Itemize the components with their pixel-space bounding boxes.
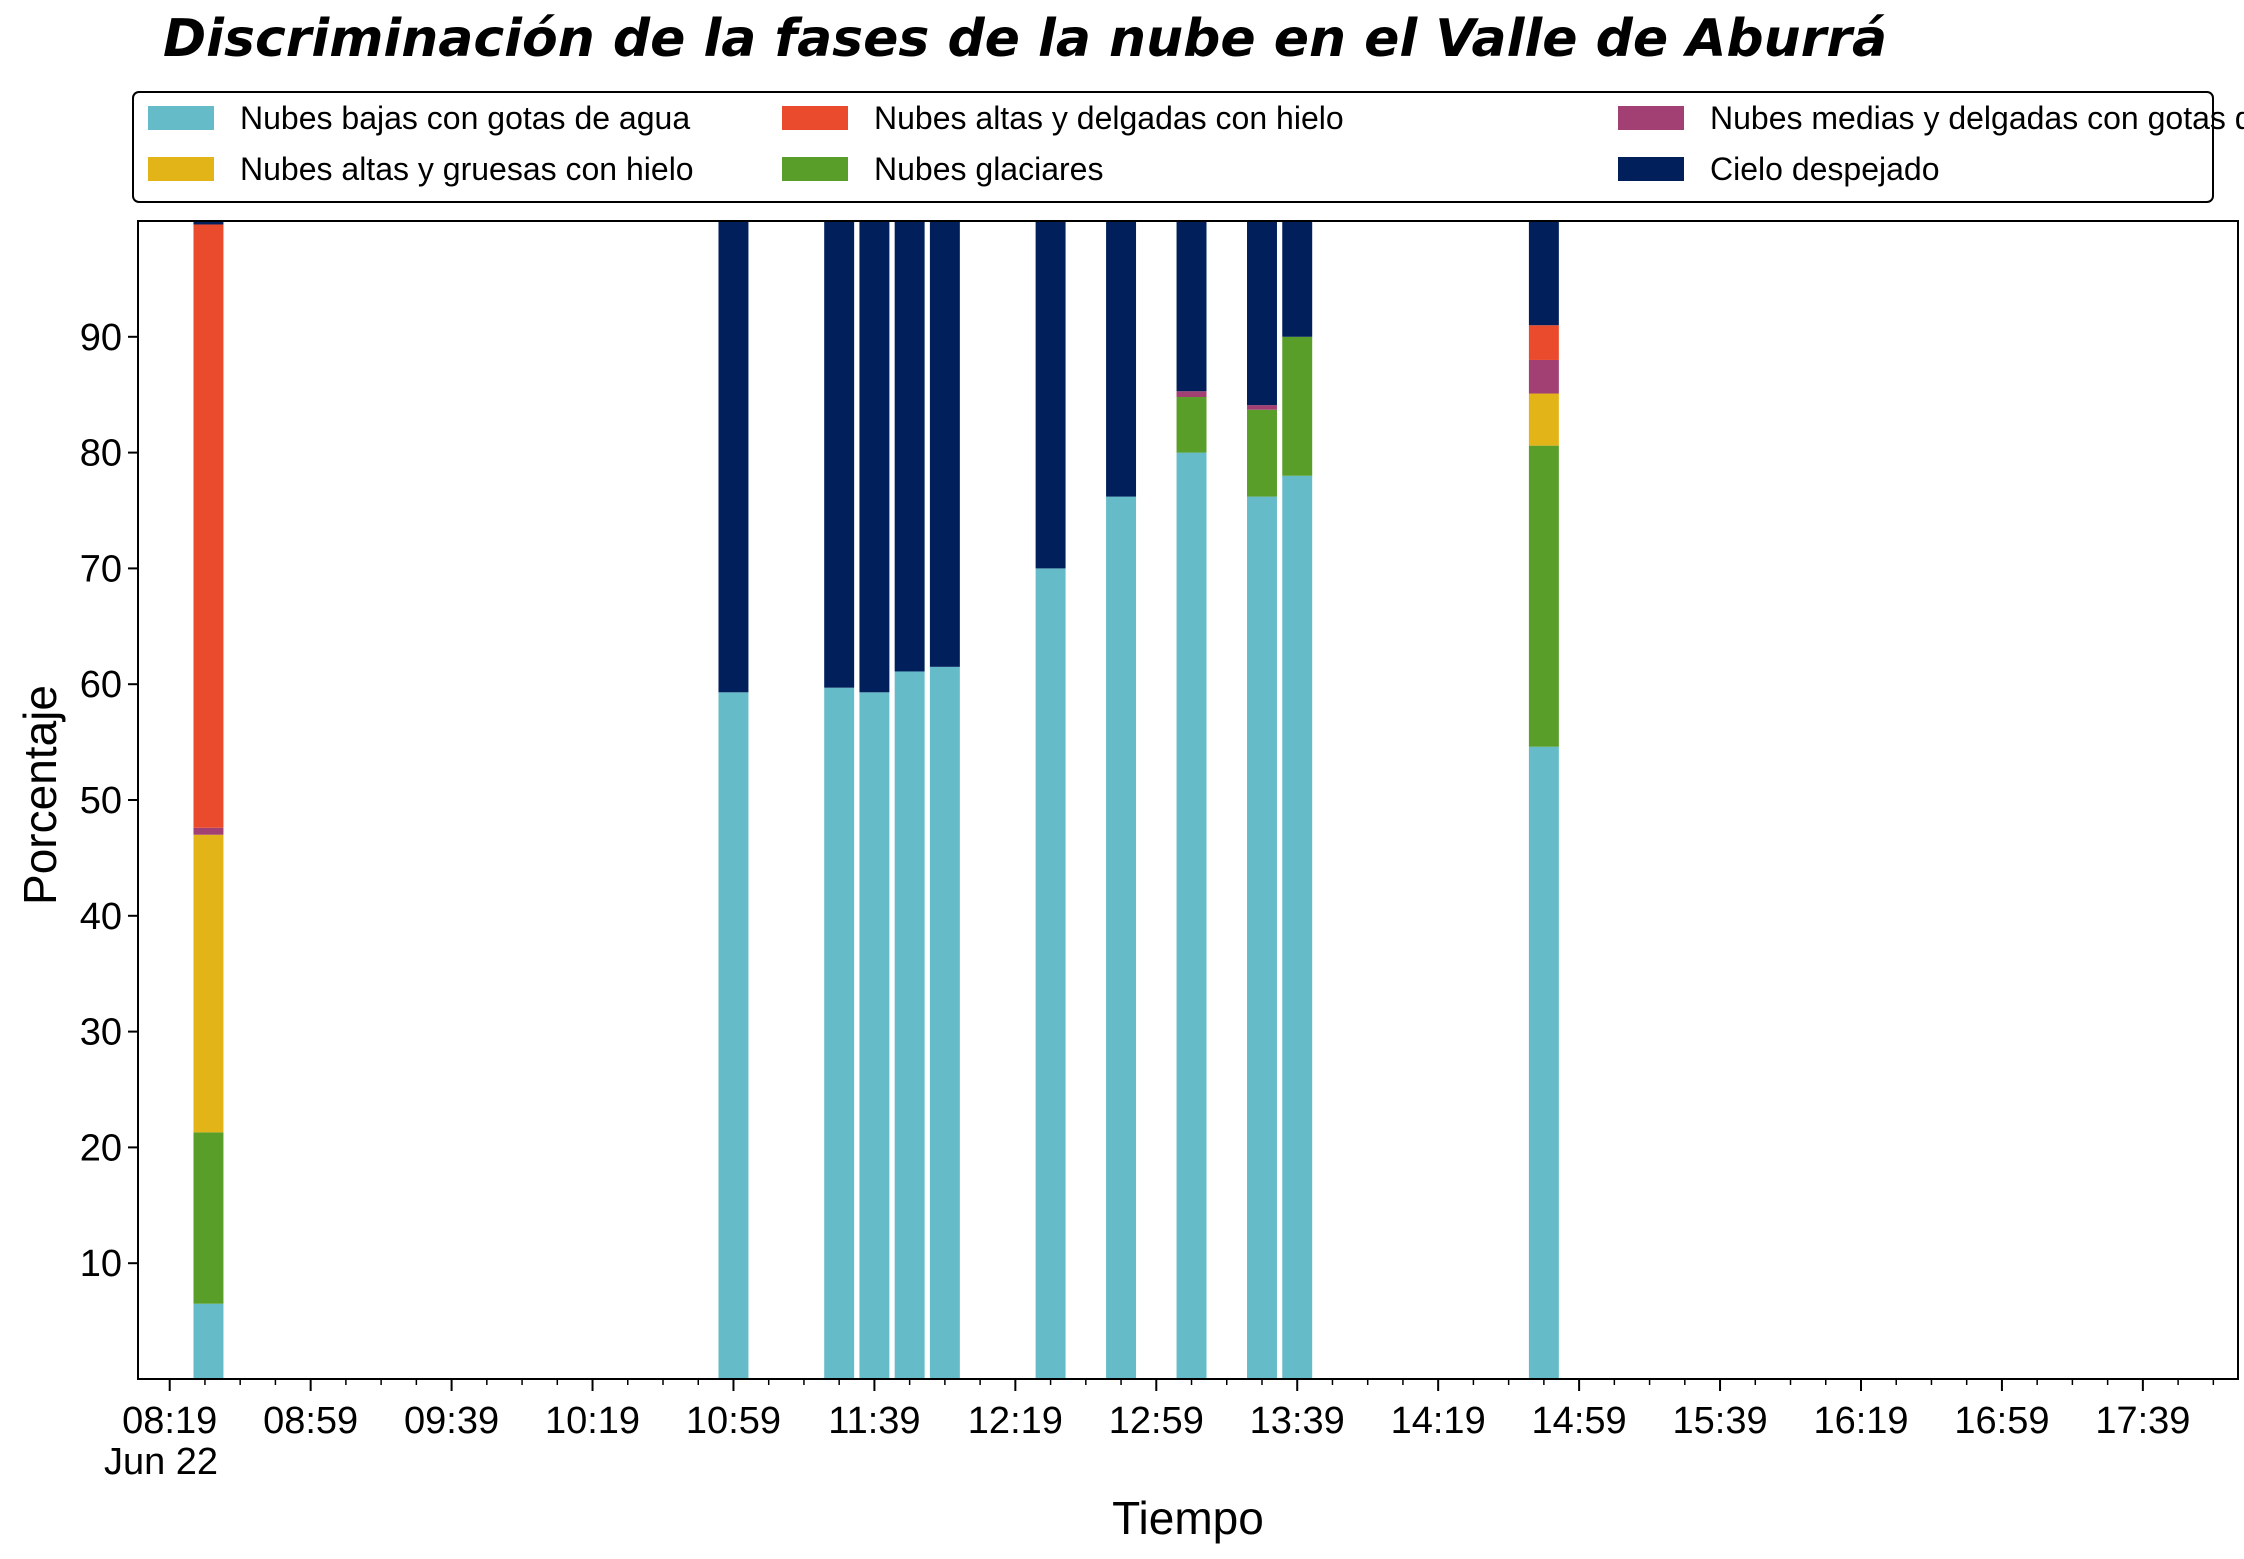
bars-group bbox=[193, 221, 1559, 1380]
legend-swatch bbox=[148, 157, 214, 181]
x-tick-label: 17:39 bbox=[2095, 1400, 2190, 1442]
y-tick-label: 20 bbox=[80, 1127, 122, 1169]
legend-label: Nubes altas y gruesas con hielo bbox=[240, 151, 694, 187]
bar-segment-0830-s3 bbox=[193, 827, 224, 835]
x-tick-label: 08:59 bbox=[263, 1400, 358, 1442]
x-tick-label: 12:19 bbox=[968, 1400, 1063, 1442]
bar-segment-1309-s0 bbox=[1176, 452, 1207, 1380]
bar-segment-0830-s5 bbox=[193, 221, 224, 225]
legend-label: Cielo despejado bbox=[1710, 151, 1940, 187]
legend-label: Nubes glaciares bbox=[874, 151, 1103, 187]
bar-segment-1459-s2 bbox=[1528, 393, 1559, 446]
bar-segment-1139-s0 bbox=[859, 692, 890, 1379]
bar-segment-1159-s0 bbox=[929, 666, 960, 1379]
y-axis-label: Porcentaje bbox=[14, 685, 66, 905]
bar-segment-1059-s5 bbox=[718, 221, 749, 693]
x-tick-label: 14:19 bbox=[1391, 1400, 1486, 1442]
legend-swatch bbox=[782, 157, 848, 181]
x-axis: 08:19 08:59 09:39 10:19 10:59 11:39 12:19 12:59… bbox=[122, 1379, 2215, 1442]
y-tick-label: 80 bbox=[80, 433, 122, 475]
x-tick-label: 14:59 bbox=[1532, 1400, 1627, 1442]
legend-label: Nubes medias y delgadas con gotas de agu… bbox=[1710, 100, 2244, 136]
bar-segment-0830-s4 bbox=[193, 224, 224, 828]
bar-segment-1149-s0 bbox=[894, 671, 925, 1379]
bar-segment-1329-s3 bbox=[1247, 405, 1277, 410]
x-tick-label: 10:59 bbox=[686, 1400, 781, 1442]
x-tick-label: 12:59 bbox=[1109, 1400, 1204, 1442]
x-tick-label: 08:19 bbox=[122, 1400, 217, 1442]
bar-segment-1339-s5 bbox=[1282, 221, 1313, 337]
y-tick-label: 30 bbox=[80, 1012, 122, 1054]
bar-segment-1309-s5 bbox=[1176, 221, 1207, 392]
bar-segment-1329-s5 bbox=[1247, 221, 1277, 406]
bar-segment-1459-s5 bbox=[1528, 221, 1559, 326]
bar-segment-1329-s1 bbox=[1247, 409, 1277, 497]
x-axis-label: Tiempo bbox=[1112, 1492, 1264, 1544]
y-tick-label: 60 bbox=[80, 664, 122, 706]
legend-frame bbox=[132, 91, 2214, 203]
bar-segment-1329-s0 bbox=[1247, 496, 1277, 1380]
y-tick-label: 70 bbox=[80, 548, 122, 590]
bar-segment-1139-s5 bbox=[859, 221, 890, 693]
bar-segment-1309-s3 bbox=[1176, 391, 1207, 398]
y-tick-label: 90 bbox=[80, 317, 122, 359]
legend-swatch bbox=[1618, 157, 1684, 181]
bar-segment-1339-s1 bbox=[1282, 336, 1313, 476]
x-tick-label: 16:59 bbox=[1954, 1400, 2049, 1442]
bar-segment-1229-s5 bbox=[1035, 221, 1066, 569]
legend-swatch bbox=[148, 106, 214, 130]
legend-label: Nubes altas y delgadas con hielo bbox=[874, 100, 1344, 136]
bar-segment-1149-s5 bbox=[894, 221, 925, 672]
x-tick-label: 13:39 bbox=[1250, 1400, 1345, 1442]
chart-title: Discriminación de la fases de la nube en… bbox=[163, 9, 1887, 69]
y-tick-label: 40 bbox=[80, 896, 122, 938]
x-tick-label: 11:39 bbox=[828, 1400, 920, 1442]
legend-swatch bbox=[1618, 106, 1684, 130]
bar-segment-1059-s0 bbox=[718, 692, 749, 1379]
y-tick-label: 10 bbox=[80, 1243, 122, 1285]
x-tick-label: 10:19 bbox=[545, 1400, 640, 1442]
legend: Nubes bajas con gotas de agua Nubes altas… bbox=[132, 91, 2244, 203]
bar-segment-0830-s2 bbox=[193, 834, 224, 1133]
bar-segment-1249-s0 bbox=[1106, 496, 1137, 1380]
bar-segment-0830-s0 bbox=[193, 1303, 224, 1379]
x-tick-label: 15:39 bbox=[1673, 1400, 1768, 1442]
bar-segment-1459-s0 bbox=[1528, 746, 1559, 1379]
bar-segment-1339-s0 bbox=[1282, 475, 1313, 1379]
bar-segment-0830-s1 bbox=[193, 1132, 224, 1304]
y-axis: 10 20 30 40 50 60 70 80 90 bbox=[80, 317, 138, 1285]
bar-segment-1229-s0 bbox=[1035, 568, 1066, 1379]
x-date-label: Jun 22 bbox=[104, 1441, 218, 1483]
legend-swatch bbox=[782, 106, 848, 130]
x-tick-label: 09:39 bbox=[404, 1400, 499, 1442]
bar-segment-1129-s5 bbox=[824, 221, 855, 688]
bar-segment-1459-s1 bbox=[1528, 445, 1559, 747]
x-tick-label: 16:19 bbox=[1813, 1400, 1908, 1442]
bar-segment-1159-s5 bbox=[929, 221, 960, 667]
bar-segment-1309-s1 bbox=[1176, 397, 1207, 453]
legend-label: Nubes bajas con gotas de agua bbox=[240, 100, 690, 136]
bar-segment-1129-s0 bbox=[824, 687, 855, 1379]
bar-segment-1249-s5 bbox=[1106, 221, 1137, 497]
bar-segment-1459-s3 bbox=[1528, 359, 1559, 394]
y-tick-label: 50 bbox=[80, 780, 122, 822]
bar-segment-1459-s4 bbox=[1528, 325, 1559, 360]
